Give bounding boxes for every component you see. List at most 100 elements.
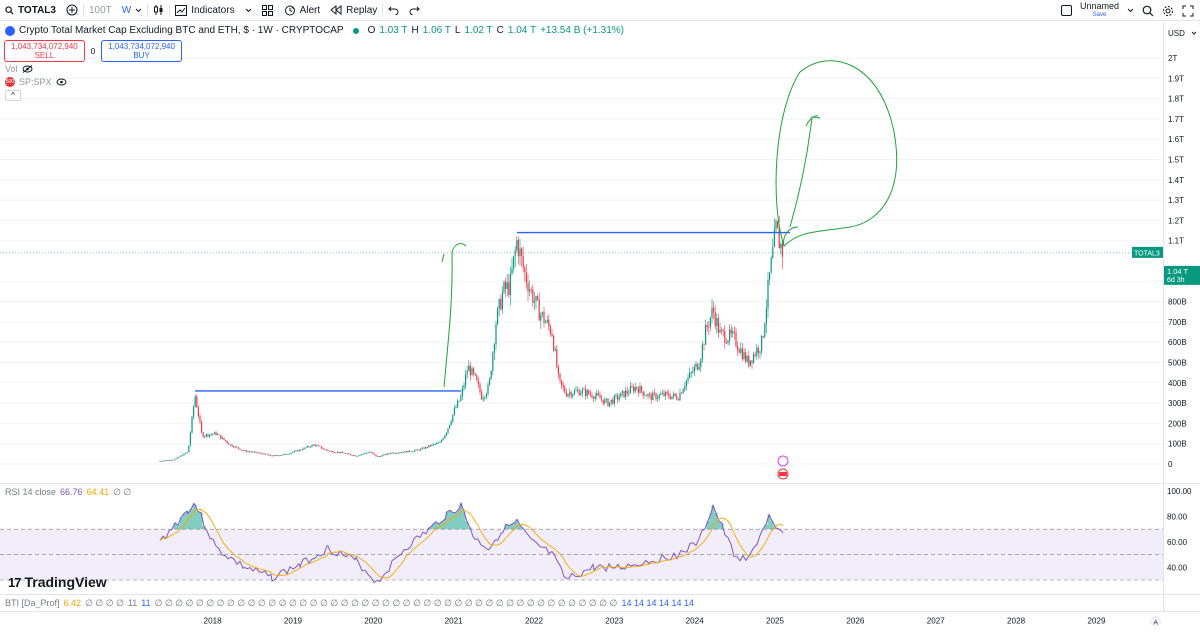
alert-label: Alert xyxy=(299,4,321,16)
candle-body xyxy=(685,380,687,387)
candle-body xyxy=(343,452,345,454)
sell-label: SELL xyxy=(34,51,55,60)
candle-body xyxy=(599,395,601,399)
candle-body xyxy=(441,439,443,442)
candle-body xyxy=(401,452,403,454)
candle-body xyxy=(349,454,351,455)
candle-body xyxy=(761,335,763,352)
layouts-button[interactable] xyxy=(257,0,278,21)
candle-body xyxy=(194,396,196,407)
fullscreen-icon[interactable] xyxy=(1182,5,1194,17)
candle-body xyxy=(199,416,201,422)
candle-body xyxy=(293,450,295,453)
pane-separator[interactable] xyxy=(0,594,1200,595)
alarm-clock-icon xyxy=(284,5,295,16)
candle-body xyxy=(581,389,583,394)
candle-body xyxy=(303,447,305,450)
replay-label: Replay xyxy=(346,4,378,16)
candle-body xyxy=(337,451,339,453)
indicators-templates-button[interactable] xyxy=(240,0,257,21)
candle-body xyxy=(353,455,355,457)
candle-body xyxy=(551,333,553,336)
redo-button[interactable] xyxy=(404,0,425,21)
candle-body xyxy=(263,453,265,455)
drawn-arrow-tip xyxy=(805,115,819,127)
gear-icon[interactable] xyxy=(1162,5,1174,17)
candle-body xyxy=(420,448,422,451)
candle-body xyxy=(383,454,385,456)
currency-label: USD xyxy=(1168,29,1185,38)
candle-body xyxy=(505,281,507,289)
spx-label[interactable]: SP:SPX xyxy=(19,77,52,87)
replay-button[interactable]: Replay xyxy=(325,0,382,21)
candle-body xyxy=(749,360,751,366)
undo-button[interactable] xyxy=(383,0,404,21)
candle-body xyxy=(410,451,412,453)
pane-separator[interactable] xyxy=(0,483,1200,484)
candle-body xyxy=(189,432,191,446)
candle-body xyxy=(418,449,420,451)
candle-body xyxy=(330,450,332,452)
candle-body xyxy=(204,436,206,438)
interval-button[interactable]: W xyxy=(117,0,147,21)
alert-button[interactable]: Alert xyxy=(279,0,326,21)
indicators-button[interactable]: Indicators xyxy=(170,0,239,21)
candle-body xyxy=(245,450,247,452)
buy-price: 1,043,734,072,940 xyxy=(108,42,175,51)
chart-type-button[interactable] xyxy=(148,0,169,21)
candle-body xyxy=(225,439,227,442)
bti-name[interactable]: BTI [Da_Prof] xyxy=(5,598,60,608)
time-tick-label: 2023 xyxy=(605,616,624,625)
candle-body xyxy=(770,257,772,273)
quick-search-icon[interactable] xyxy=(1142,5,1154,17)
candle-body xyxy=(647,394,649,397)
rsi-name[interactable]: RSI 14 close xyxy=(5,487,57,497)
candle-body xyxy=(455,407,457,409)
layout-checkbox[interactable] xyxy=(1060,5,1072,16)
time-scale[interactable]: 2018 2019 2020 2021 2022 2023 2024 2025 2026 2027… xyxy=(0,611,1200,634)
eye-icon[interactable] xyxy=(56,78,67,86)
candle-body xyxy=(775,221,777,230)
candle-body xyxy=(585,388,587,396)
candle-body xyxy=(529,289,531,292)
toolbar-divider xyxy=(277,3,279,17)
candle-body xyxy=(325,449,327,451)
candle-body xyxy=(165,460,167,462)
candle-body xyxy=(426,446,428,448)
rsi-chart[interactable] xyxy=(0,484,1163,594)
candle-body xyxy=(596,393,598,396)
chart-title[interactable]: Crypto Total Market Cap Excluding BTC an… xyxy=(19,25,344,36)
candle-body xyxy=(479,384,481,393)
compare-button[interactable] xyxy=(61,0,83,21)
drawn-up-arrow-2021 xyxy=(443,243,467,388)
tradingview-logo[interactable]: 17 TradingView xyxy=(8,574,107,590)
candle-body xyxy=(444,435,446,439)
bti-eleven-a: 11 xyxy=(127,598,138,608)
layout-name-button[interactable]: Unnamed Save xyxy=(1080,1,1119,20)
candle-body xyxy=(433,444,435,445)
collapse-legend-button[interactable]: ^ xyxy=(5,90,21,101)
lot-size[interactable]: 100T xyxy=(88,4,112,16)
candle-body xyxy=(719,329,721,333)
price-chart[interactable]: TOTAL3 xyxy=(0,22,1163,483)
rsi-tick-label: 60.00 xyxy=(1167,538,1188,547)
candle-body xyxy=(725,342,727,344)
candle-body xyxy=(738,350,740,353)
chevron-down-icon xyxy=(1191,31,1197,35)
volume-label[interactable]: Vol xyxy=(5,64,18,74)
candle-body xyxy=(405,451,407,453)
price-scale[interactable]: 2T1.9T1.8T1.7T1.6T1.5T1.4T1.3T1.2T1.1T90… xyxy=(1163,22,1200,611)
candle-body xyxy=(439,441,441,443)
chevron-down-icon xyxy=(245,8,251,12)
candle-body xyxy=(458,400,460,402)
event-icon xyxy=(777,455,789,467)
chevron-down-icon[interactable] xyxy=(1127,8,1134,13)
buy-button[interactable]: 1,043,734,072,940 BUY xyxy=(101,40,182,62)
candle-body xyxy=(177,457,179,459)
eye-off-icon[interactable] xyxy=(22,65,33,73)
sell-button[interactable]: 1,043,734,072,940 SELL xyxy=(4,40,85,62)
candle-body xyxy=(516,240,518,251)
symbol-search[interactable]: TOTAL3 xyxy=(0,0,61,21)
candle-body xyxy=(541,312,543,315)
candle-body xyxy=(261,453,263,455)
